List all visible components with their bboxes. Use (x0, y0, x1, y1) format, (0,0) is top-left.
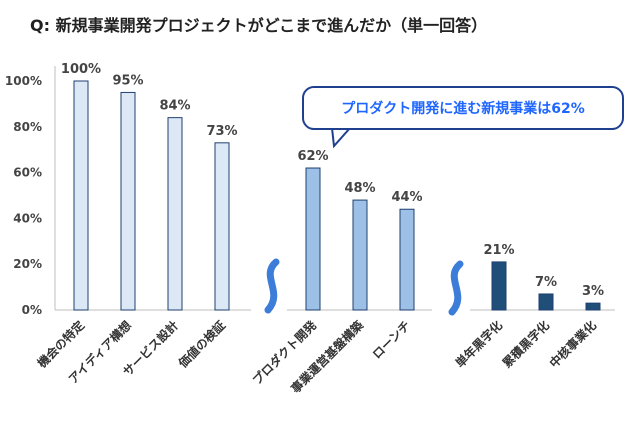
y-axis: 0% 20% 40% 60% 80% 100% (5, 74, 42, 317)
axis-break-wave (448, 260, 464, 316)
annotation-callout: プロダクト開発に進む新規事業は62% (302, 86, 624, 130)
data-labels: 100% 95% 84% 73% 62% 48% 44% 21% 7% 3% (61, 62, 604, 299)
axis-break-wave (264, 258, 280, 314)
data-label: 7% (535, 275, 557, 290)
y-tick-label: 0% (22, 303, 42, 317)
data-label: 100% (61, 62, 101, 77)
category-label: 単年黒字化 (452, 318, 505, 371)
category-label: ローンチ (370, 318, 413, 361)
y-tick-label: 20% (13, 257, 42, 271)
category-label: 累積黒字化 (499, 318, 552, 371)
data-label: 62% (297, 149, 328, 164)
bar (73, 80, 89, 311)
bar (585, 302, 601, 311)
bar (491, 261, 507, 311)
data-label: 48% (344, 181, 375, 196)
axis-break-marks (264, 258, 464, 316)
bar (352, 199, 368, 311)
y-tick-label: 100% (5, 74, 42, 88)
y-tick-label: 60% (13, 166, 42, 180)
bar (167, 117, 183, 311)
data-label: 84% (159, 99, 190, 114)
data-label: 73% (206, 124, 237, 139)
bars (73, 80, 601, 311)
category-label: 価値の検証 (174, 318, 228, 372)
bar (399, 208, 415, 311)
data-label: 44% (391, 190, 422, 205)
callout-pointer (330, 127, 353, 149)
chart-title: Q: 新規事業開発プロジェクトがどこまで進んだか（単一回答） (30, 16, 488, 35)
bar (305, 167, 321, 311)
data-label: 21% (483, 243, 514, 258)
category-label: 中核事業化 (546, 318, 599, 371)
y-tick-label: 40% (13, 211, 42, 225)
bar (120, 91, 136, 311)
bar (538, 293, 554, 311)
data-label: 95% (112, 73, 143, 88)
data-label: 3% (582, 284, 604, 299)
bar (214, 142, 230, 311)
y-tick-label: 80% (13, 120, 42, 134)
